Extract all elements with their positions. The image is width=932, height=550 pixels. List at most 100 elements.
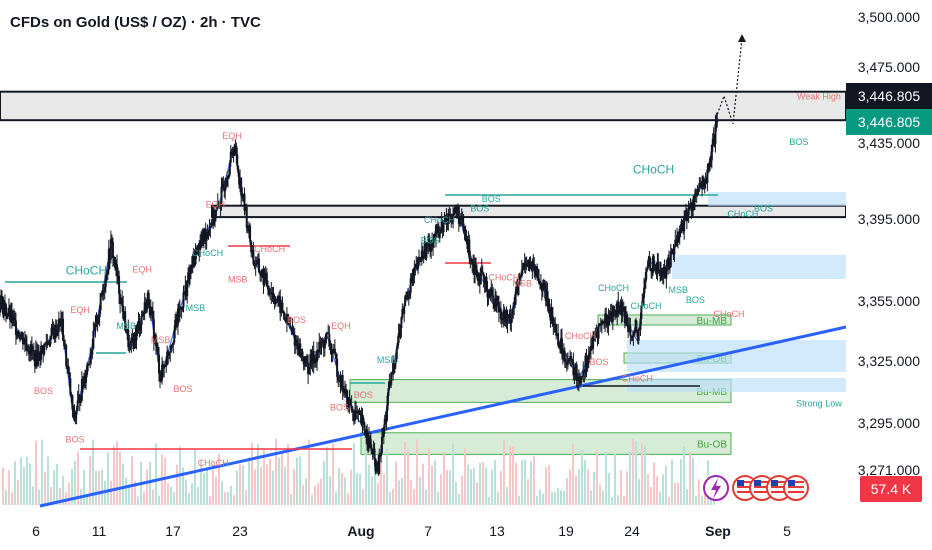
volume-bar	[212, 469, 214, 505]
volume-bar	[71, 468, 73, 505]
volume-bar	[683, 446, 685, 505]
candle-body	[382, 427, 385, 437]
volume-bar	[128, 484, 130, 505]
candle-body	[41, 345, 44, 347]
candle-body	[56, 328, 59, 332]
candle-body	[48, 344, 51, 346]
candle-body	[153, 335, 156, 342]
candle-body	[32, 349, 35, 352]
candle-body	[615, 310, 618, 317]
candle-body	[27, 350, 30, 355]
annotation-label: CHoCH	[565, 331, 596, 341]
volume-bar	[530, 461, 532, 505]
volume-bar	[32, 486, 34, 505]
volume-bar	[551, 491, 553, 505]
volume-bar	[218, 453, 220, 505]
candle-body	[635, 330, 638, 333]
candle-body	[497, 302, 500, 313]
candle-body	[139, 324, 142, 330]
candle-body	[331, 352, 334, 355]
candle-body	[46, 341, 49, 345]
candle-body	[610, 311, 613, 322]
volume-bar	[569, 469, 571, 505]
candle-body	[510, 317, 513, 324]
candle-body	[345, 388, 348, 391]
candle-body	[104, 271, 107, 287]
volume-bar	[95, 470, 97, 505]
candle-body	[710, 144, 713, 161]
candles-layer	[0, 112, 719, 477]
candle-body	[240, 177, 243, 196]
candle-body	[175, 319, 178, 321]
volume-bar	[350, 469, 352, 505]
candle-body	[225, 185, 228, 188]
volume-bar	[386, 448, 388, 505]
volume-bar	[596, 450, 598, 505]
candle-body	[68, 372, 71, 379]
candle-body	[589, 345, 592, 351]
volume-bar	[158, 495, 160, 505]
candle-body	[292, 332, 295, 335]
candle-body	[293, 334, 296, 346]
candle-body	[11, 316, 14, 324]
candle-body	[243, 193, 246, 211]
candle-body	[619, 301, 622, 311]
y-tick-label: 3,325.000	[858, 353, 920, 369]
candle-body	[641, 301, 644, 306]
us-flag-stripe	[788, 481, 804, 483]
chart-title-text: CFDs on Gold (US$ / OZ) · 2h · TVC	[10, 14, 261, 31]
candle-body	[97, 317, 100, 323]
us-flag-stripe	[788, 491, 804, 493]
candle-body	[407, 295, 410, 297]
candle-body	[462, 223, 465, 232]
candle-body	[254, 264, 257, 266]
volume-bar	[206, 468, 208, 505]
candle-body	[39, 359, 42, 361]
volume-bar	[20, 457, 22, 505]
candle-body	[320, 343, 323, 348]
volume-bar	[269, 458, 271, 505]
candle-body	[19, 334, 22, 340]
candle-body	[130, 337, 133, 344]
volume-bar	[74, 460, 76, 505]
candle-body	[156, 349, 159, 355]
candle-body	[229, 151, 232, 163]
candle-body	[167, 351, 170, 356]
candle-body	[256, 258, 259, 261]
candle-body	[611, 306, 614, 322]
candle-body	[208, 228, 211, 234]
candle-body	[668, 266, 671, 268]
candle-body	[418, 257, 421, 262]
candle-body	[525, 263, 528, 266]
candle-body	[592, 335, 595, 349]
volume-bar	[209, 496, 211, 505]
volume-bar	[383, 474, 385, 505]
volume-bar	[287, 444, 289, 505]
candle-body	[53, 324, 56, 339]
volume-bar	[464, 448, 466, 505]
annotation-label: CHoCH	[424, 215, 455, 225]
candle-body	[338, 379, 341, 381]
x-tick-label: 5	[783, 523, 791, 539]
candle-body	[499, 308, 502, 320]
volume-bar	[623, 495, 625, 505]
candle-body	[54, 324, 57, 337]
volume-bar	[419, 476, 421, 505]
volume-bar	[236, 470, 238, 505]
volume-bar	[488, 496, 490, 505]
price-tag-green: 3,446.805	[846, 109, 932, 135]
volume-bar	[668, 496, 670, 505]
candle-body	[116, 264, 119, 276]
volume-bar	[11, 492, 13, 505]
candle-body	[513, 305, 516, 308]
candle-body	[321, 339, 324, 344]
candle-body	[626, 314, 629, 326]
annotations-layer: CHoCH EQH EQH EQH EQH EQH MSB MSB MSB MSB MSB MSB MS…	[34, 91, 842, 468]
volume-bar	[452, 443, 454, 505]
candle-body	[228, 162, 231, 175]
candle-body	[301, 351, 304, 357]
volume-bar	[176, 464, 178, 505]
candle-body	[436, 226, 439, 234]
